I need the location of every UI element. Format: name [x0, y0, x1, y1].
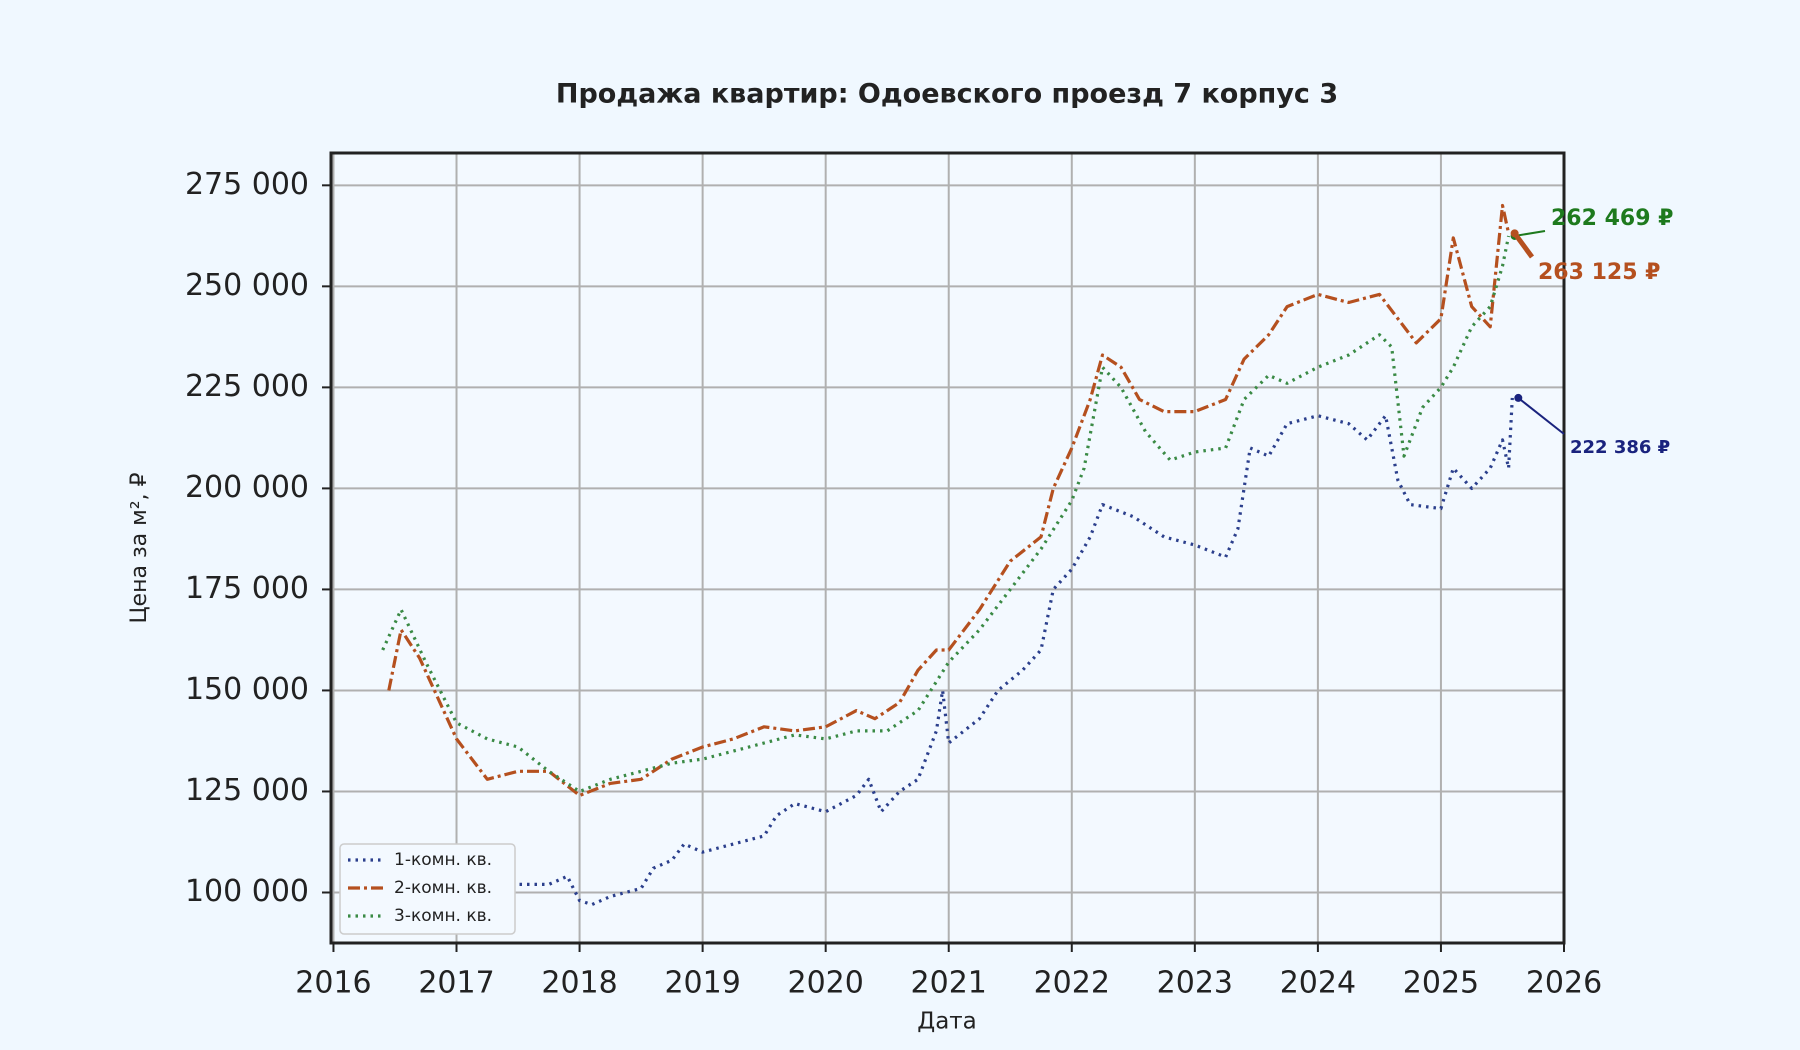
x-tick-label: 2022 [1034, 966, 1110, 1001]
x-tick-label: 2024 [1280, 966, 1356, 1001]
annotation-label: 262 469 ₽ [1551, 206, 1673, 231]
annotation-point [1510, 229, 1519, 238]
annotation-point [1514, 393, 1523, 402]
x-tick-label: 2023 [1157, 966, 1233, 1001]
y-tick-label: 175 000 [185, 571, 309, 606]
x-tick-label: 2017 [418, 966, 494, 1001]
series-line [387, 203, 1511, 798]
legend-label: 3-комн. кв. [394, 906, 492, 926]
plot-frame [329, 151, 1566, 945]
legend-box [339, 843, 516, 935]
chart-title: Продажа квартир: Одоевского проезд 7 кор… [556, 79, 1338, 110]
x-tick-label: 2019 [664, 966, 740, 1001]
y-axis-label: Цена за м², ₽ [127, 472, 152, 623]
y-tick-label: 200 000 [185, 470, 309, 505]
x-tick-label: 2026 [1526, 966, 1602, 1001]
y-tick-label: 275 000 [185, 167, 309, 202]
annotation-label: 263 125 ₽ [1538, 260, 1660, 285]
legend-label: 1-комн. кв. [394, 850, 492, 870]
annotation-arrow [1512, 231, 1535, 259]
annotation-label: 222 386 ₽ [1570, 437, 1670, 458]
x-tick-label: 2018 [541, 966, 617, 1001]
annotation-arrow [1517, 397, 1565, 435]
series-line [388, 397, 1514, 907]
y-tick-label: 250 000 [185, 268, 309, 303]
y-tick-label: 150 000 [185, 672, 309, 707]
x-tick-label: 2021 [911, 966, 987, 1001]
legend-label: 2-комн. кв. [394, 878, 492, 898]
x-tick-label: 2016 [295, 966, 371, 1001]
x-axis-label: Дата [917, 1009, 977, 1035]
annotation-arrow [1514, 230, 1546, 237]
x-tick-label: 2020 [787, 966, 863, 1001]
y-tick-label: 125 000 [185, 773, 309, 808]
plot-area [331, 153, 1564, 943]
x-tick-label: 2025 [1403, 966, 1479, 1001]
y-tick-label: 100 000 [185, 874, 309, 909]
y-tick-label: 225 000 [185, 369, 309, 404]
